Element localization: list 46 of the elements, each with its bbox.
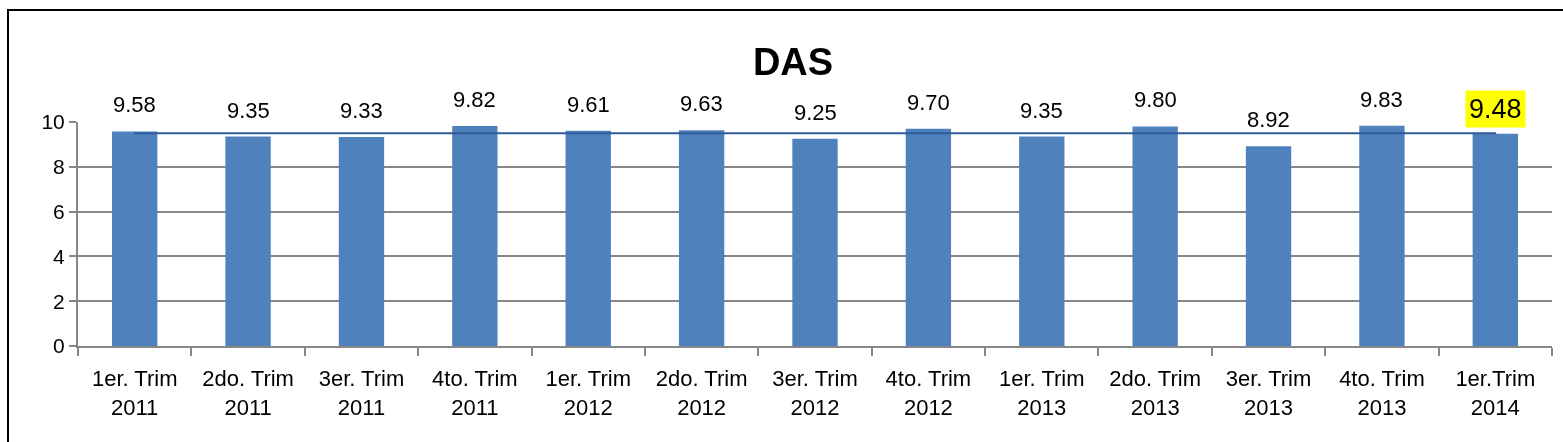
y-tick-label: 2 (53, 289, 65, 313)
bar (905, 128, 952, 346)
bar (678, 130, 725, 346)
y-tick-label: 0 (53, 334, 65, 358)
y-tick-label: 8 (53, 155, 65, 179)
x-tick-label: 2do. Trim 2012 (655, 366, 748, 420)
x-tick-label: 1er.Trim 2014 (1455, 366, 1536, 420)
bar (1359, 125, 1405, 346)
chart-title: DAS (752, 41, 834, 84)
bar (1019, 136, 1065, 346)
data-label: 9.80 (1134, 87, 1177, 112)
annotation: 9.48 (1469, 94, 1522, 124)
bar (112, 131, 158, 346)
x-tick-label: 3er. Trim 2013 (1225, 366, 1312, 420)
data-label: 9.35 (1020, 98, 1063, 123)
x-tick-label: 2do. Trim 2011 (202, 366, 294, 420)
x-tick-label: 4to. Trim 2013 (1339, 366, 1425, 420)
x-tick-label: 2do. Trim 2013 (1109, 366, 1201, 420)
y-tick-label: 6 (53, 199, 65, 223)
x-tick-label: 1er. Trim 2012 (545, 366, 632, 420)
data-label: 9.61 (567, 92, 610, 117)
data-label: 9.70 (907, 90, 950, 115)
x-tick-label: 1er. Trim 2011 (91, 366, 178, 420)
bar (225, 136, 271, 346)
data-label: 9.83 (1360, 87, 1403, 112)
bar (1245, 146, 1292, 346)
y-tick-label: 4 (53, 244, 66, 268)
bar (1132, 126, 1178, 346)
bar (338, 137, 385, 346)
x-tick-label: 4to. Trim 2012 (885, 366, 972, 420)
x-tick-label: 3er. Trim 2011 (318, 366, 405, 420)
bar (452, 126, 498, 346)
data-label: 8.92 (1247, 107, 1290, 132)
data-label: 9.33 (340, 98, 383, 123)
x-tick-label: 3er. Trim 2012 (772, 366, 858, 420)
data-label: 9.25 (794, 100, 837, 125)
bar (1472, 133, 1518, 346)
data-label: 9.82 (453, 87, 496, 112)
x-tick-label: 4to. Trim 2011 (432, 366, 518, 420)
bar (565, 130, 611, 346)
y-tick-label: 10 (41, 110, 65, 134)
data-label: 9.63 (680, 91, 723, 116)
data-label: 9.58 (113, 92, 156, 117)
data-label: 9.35 (227, 98, 270, 123)
x-tick-label: 1er. Trim 2013 (998, 366, 1085, 420)
bar (792, 138, 838, 346)
